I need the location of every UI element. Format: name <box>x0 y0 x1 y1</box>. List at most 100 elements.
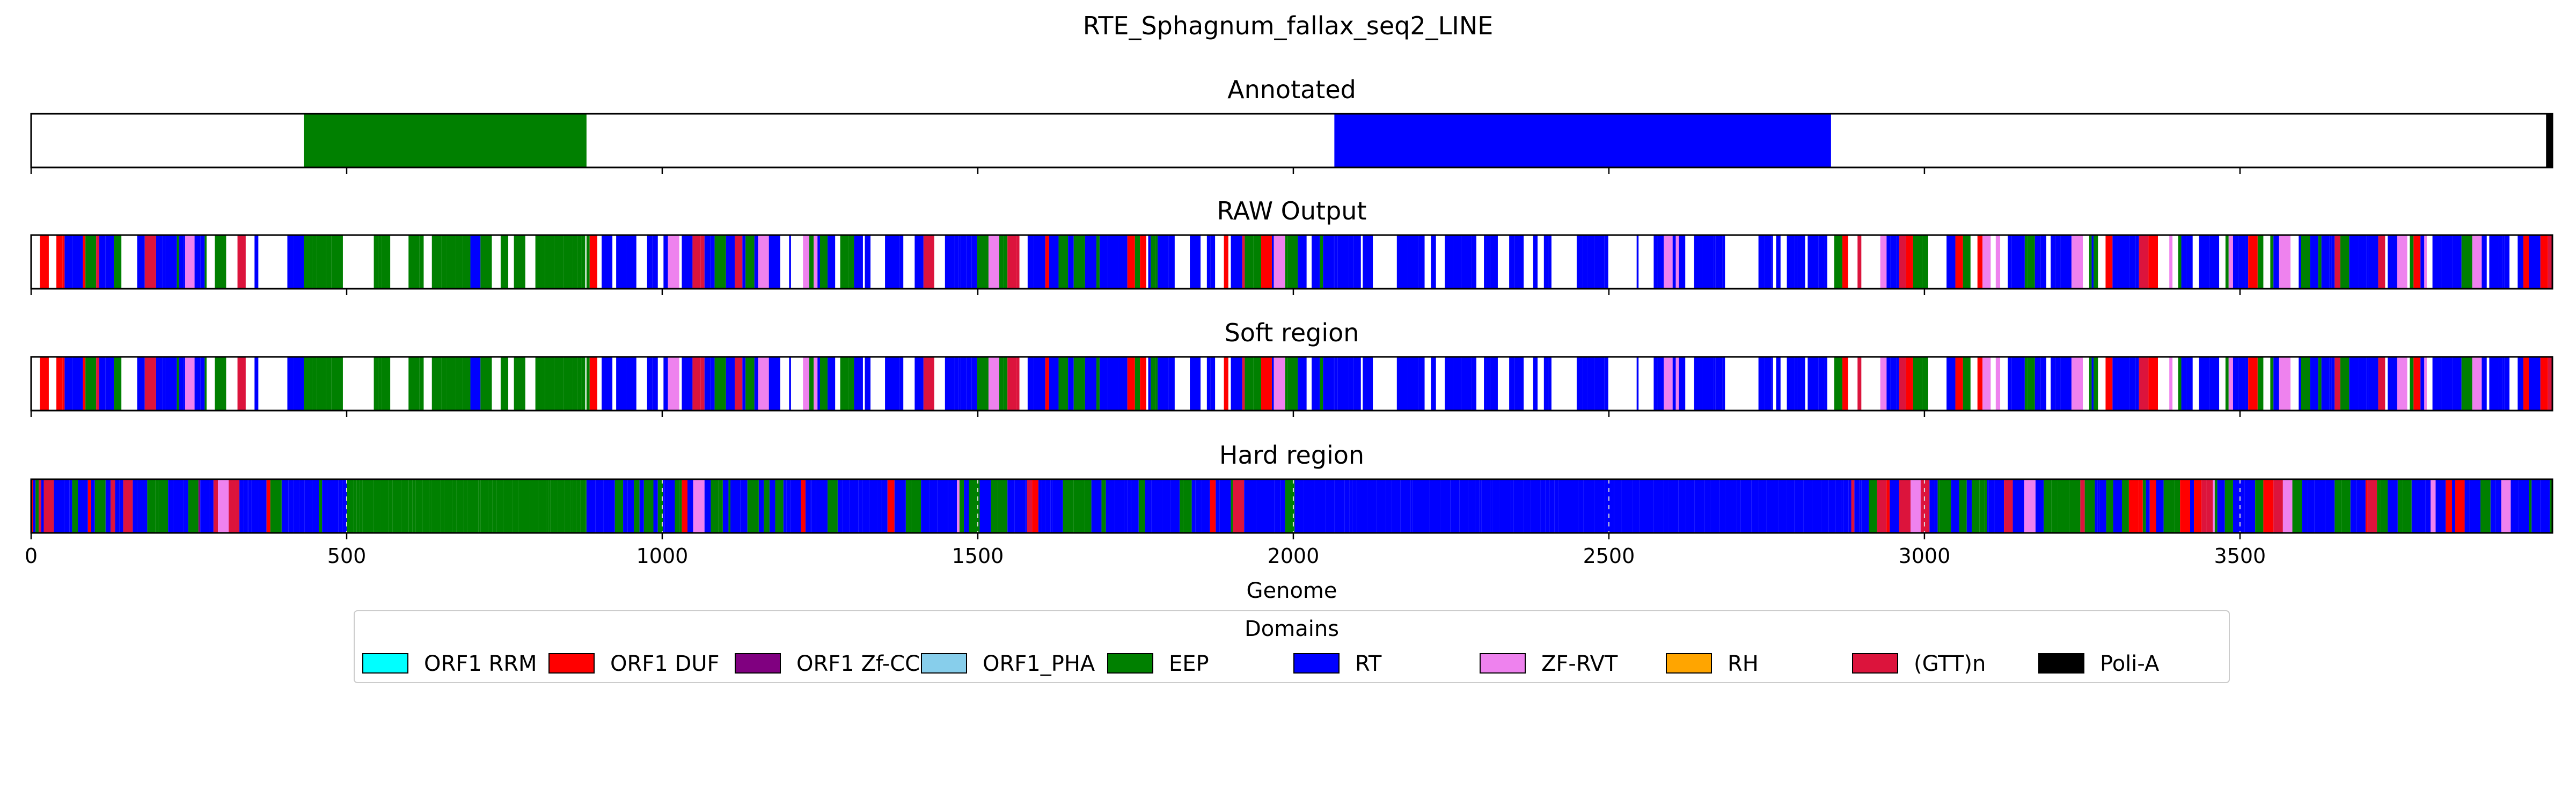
domain-segment <box>586 357 590 411</box>
domain-segment <box>663 479 665 533</box>
domain-segment <box>1027 357 1034 411</box>
domain-segment <box>1906 357 1913 411</box>
domain-segment <box>2501 479 2511 533</box>
domain-segment <box>1242 357 1245 411</box>
domain-segment <box>1475 479 1480 533</box>
domain-segment <box>1468 479 1475 533</box>
domain-segment <box>2248 357 2258 411</box>
domain-segment <box>1937 479 1940 533</box>
domain-segment <box>2238 357 2246 411</box>
domain-segment <box>643 479 654 533</box>
domain-segment <box>1007 357 1016 411</box>
domain-segment <box>1842 235 1848 289</box>
domain-segment <box>602 357 613 411</box>
domain-segment <box>663 235 668 289</box>
domain-segment <box>39 479 41 533</box>
domain-segment <box>1963 357 1971 411</box>
domain-segment <box>1576 235 1583 289</box>
panel-title: Soft region <box>1225 318 1359 347</box>
domain-segment <box>99 235 106 289</box>
panel-frame <box>30 234 2553 290</box>
domain-segment <box>1206 235 1211 289</box>
domain-segment <box>1135 235 1140 289</box>
domain-segment <box>1253 235 1261 289</box>
domain-segment <box>288 479 294 533</box>
domain-segment <box>1042 479 1046 533</box>
domain-segment <box>2321 235 2330 289</box>
domain-segment <box>96 357 100 411</box>
domain-segment <box>147 479 156 533</box>
domain-segment <box>2303 357 2310 411</box>
domain-segment <box>198 479 201 533</box>
domain-segment <box>514 357 525 411</box>
domain-segment <box>1787 479 1795 533</box>
domain-segment <box>2178 235 2182 289</box>
domain-segment <box>408 479 413 533</box>
domain-segment <box>64 357 73 411</box>
domain-segment <box>500 357 509 411</box>
panel-title: Hard region <box>1219 441 1364 470</box>
domain-segment <box>614 479 624 533</box>
domain-segment <box>816 479 828 533</box>
domain-segment <box>237 357 246 411</box>
domain-segment <box>828 235 836 289</box>
domain-segment <box>769 235 780 289</box>
domain-segment <box>687 479 693 533</box>
domain-segment <box>1737 479 1741 533</box>
domain-segment <box>586 235 590 289</box>
domain-segment <box>2518 235 2523 289</box>
domain-segment <box>1034 357 1045 411</box>
domain-segment <box>2367 479 2377 533</box>
domain-segment <box>346 479 354 533</box>
domain-segment <box>1408 235 1418 289</box>
domain-segment <box>954 235 959 289</box>
domain-segment <box>2453 357 2462 411</box>
domain-segment <box>959 479 964 533</box>
domain-segment <box>388 479 393 533</box>
domain-segment <box>1323 357 1334 411</box>
domain-segment <box>1714 357 1716 411</box>
domain-segment <box>72 357 83 411</box>
domain-segment <box>1032 479 1038 533</box>
panel-frame <box>30 478 2553 534</box>
domain-segment <box>85 235 97 289</box>
domain-segment <box>854 235 863 289</box>
domain-segment <box>2245 235 2249 289</box>
domain-segment <box>1106 479 1115 533</box>
domain-segment <box>957 479 960 533</box>
domain-segment <box>1787 235 1795 289</box>
domain-segment <box>2546 114 2552 167</box>
domain-segment <box>179 357 184 411</box>
domain-segment <box>1636 357 1639 411</box>
domain-segment <box>1073 479 1085 533</box>
domain-segment <box>2035 479 2044 533</box>
panel-raw: RAW Output <box>30 196 2553 295</box>
domain-segment <box>1977 235 1983 289</box>
domain-segment <box>2257 357 2264 411</box>
domain-segment <box>2329 357 2332 411</box>
domain-segment <box>1715 357 1723 411</box>
domain-segment <box>726 235 735 289</box>
domain-segment <box>64 479 70 533</box>
domain-segment <box>1821 479 1829 533</box>
domain-segment <box>2273 357 2279 411</box>
domain-segment <box>2270 357 2274 411</box>
domain-segment <box>2490 479 2496 533</box>
legend-title: Domains <box>1245 617 1339 641</box>
domain-segment <box>1481 479 1490 533</box>
domain-segment <box>1487 235 1490 289</box>
domain-segment <box>2091 357 2094 411</box>
domain-segment <box>41 479 44 533</box>
domain-segment <box>2228 357 2233 411</box>
domain-segment <box>1127 357 1135 411</box>
domain-segment <box>1740 479 1752 533</box>
domain-segment <box>554 357 564 411</box>
domain-segment <box>948 479 957 533</box>
domain-segment <box>2186 235 2193 289</box>
domain-segment <box>2523 235 2529 289</box>
domain-segment <box>137 479 148 533</box>
domain-segment <box>137 357 145 411</box>
domain-segment <box>1210 479 1216 533</box>
domain-segment <box>165 235 177 289</box>
domain-segment <box>2441 357 2453 411</box>
